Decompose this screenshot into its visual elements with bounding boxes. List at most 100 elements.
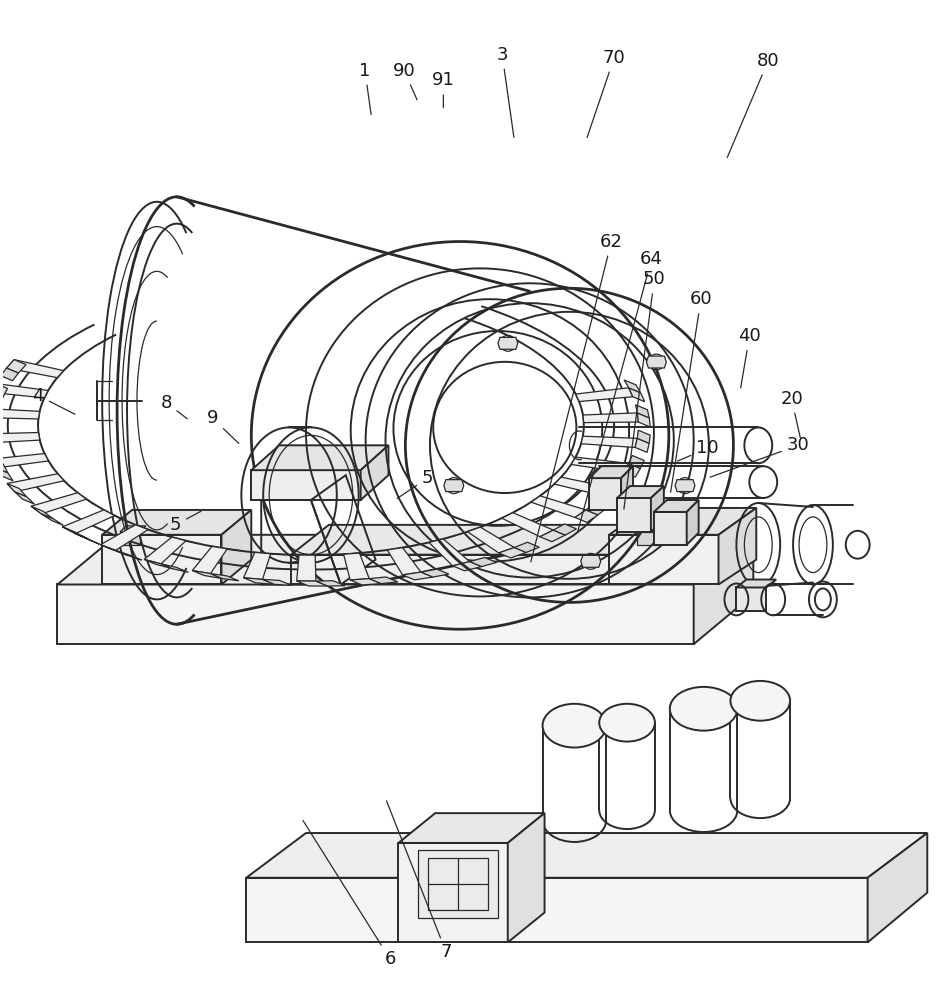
- Text: 5: 5: [170, 511, 201, 534]
- Text: 40: 40: [738, 327, 761, 388]
- Polygon shape: [651, 486, 664, 532]
- Text: 64: 64: [577, 250, 663, 532]
- Polygon shape: [0, 408, 39, 419]
- Polygon shape: [635, 438, 649, 452]
- Polygon shape: [637, 526, 663, 532]
- Polygon shape: [581, 436, 638, 447]
- Polygon shape: [868, 833, 928, 942]
- Polygon shape: [144, 559, 173, 569]
- Polygon shape: [624, 380, 640, 393]
- Polygon shape: [350, 579, 381, 585]
- Polygon shape: [0, 433, 39, 443]
- Text: 8: 8: [161, 394, 187, 419]
- Polygon shape: [515, 542, 539, 552]
- Polygon shape: [621, 466, 633, 510]
- Polygon shape: [75, 534, 100, 544]
- Polygon shape: [617, 486, 664, 498]
- Polygon shape: [120, 526, 146, 532]
- Polygon shape: [718, 508, 756, 584]
- Text: 80: 80: [728, 52, 779, 157]
- Polygon shape: [675, 480, 695, 492]
- Polygon shape: [243, 578, 274, 584]
- Polygon shape: [418, 850, 498, 918]
- Polygon shape: [210, 574, 239, 581]
- Polygon shape: [222, 510, 252, 584]
- Polygon shape: [659, 525, 697, 584]
- Ellipse shape: [543, 704, 607, 748]
- Polygon shape: [553, 524, 577, 535]
- Polygon shape: [736, 587, 766, 611]
- Polygon shape: [243, 552, 270, 579]
- Polygon shape: [369, 577, 398, 584]
- Polygon shape: [102, 510, 252, 535]
- Polygon shape: [0, 392, 3, 405]
- Text: 70: 70: [587, 49, 625, 138]
- Polygon shape: [344, 553, 369, 580]
- Polygon shape: [115, 550, 142, 560]
- Polygon shape: [444, 480, 464, 492]
- Polygon shape: [646, 356, 667, 368]
- Text: 5: 5: [397, 469, 433, 498]
- Polygon shape: [100, 545, 128, 555]
- Polygon shape: [252, 445, 389, 470]
- Polygon shape: [398, 813, 545, 843]
- Polygon shape: [297, 581, 328, 586]
- Text: 6: 6: [303, 820, 396, 968]
- Polygon shape: [15, 492, 35, 504]
- Text: 50: 50: [623, 270, 666, 509]
- Polygon shape: [161, 564, 189, 572]
- Polygon shape: [590, 466, 633, 478]
- Text: 60: 60: [670, 290, 713, 492]
- Polygon shape: [31, 493, 86, 514]
- Polygon shape: [554, 477, 611, 496]
- Polygon shape: [31, 506, 54, 519]
- Polygon shape: [468, 527, 515, 553]
- Polygon shape: [540, 530, 565, 542]
- Polygon shape: [623, 463, 640, 477]
- Polygon shape: [291, 555, 659, 584]
- Polygon shape: [629, 388, 645, 402]
- Polygon shape: [531, 496, 586, 517]
- Polygon shape: [0, 454, 49, 468]
- Polygon shape: [8, 483, 26, 497]
- Polygon shape: [0, 459, 8, 473]
- Polygon shape: [361, 445, 389, 500]
- Polygon shape: [398, 843, 508, 942]
- Polygon shape: [636, 405, 649, 418]
- Polygon shape: [501, 513, 553, 537]
- Polygon shape: [498, 337, 517, 349]
- Polygon shape: [252, 470, 361, 500]
- Polygon shape: [387, 548, 421, 575]
- Polygon shape: [246, 878, 868, 942]
- Text: 3: 3: [497, 46, 514, 137]
- Polygon shape: [403, 572, 433, 580]
- Polygon shape: [0, 384, 48, 398]
- Text: 20: 20: [780, 390, 803, 438]
- Polygon shape: [637, 532, 657, 545]
- Text: 7: 7: [387, 801, 452, 961]
- Text: 30: 30: [710, 436, 809, 477]
- Polygon shape: [246, 833, 928, 878]
- Polygon shape: [102, 535, 222, 584]
- Ellipse shape: [599, 704, 654, 742]
- Polygon shape: [421, 569, 449, 577]
- Polygon shape: [263, 579, 291, 585]
- Polygon shape: [57, 535, 753, 584]
- Polygon shape: [0, 384, 8, 397]
- Polygon shape: [429, 539, 470, 566]
- Polygon shape: [571, 457, 628, 472]
- Polygon shape: [316, 581, 345, 586]
- Polygon shape: [609, 535, 718, 584]
- Text: 1: 1: [360, 62, 371, 115]
- Ellipse shape: [670, 687, 737, 731]
- Polygon shape: [499, 547, 526, 558]
- Polygon shape: [654, 512, 686, 545]
- Polygon shape: [576, 388, 633, 402]
- Polygon shape: [8, 474, 64, 492]
- Ellipse shape: [731, 681, 790, 721]
- Polygon shape: [192, 571, 223, 579]
- Polygon shape: [583, 413, 639, 423]
- Polygon shape: [297, 555, 316, 581]
- Polygon shape: [611, 480, 629, 492]
- Polygon shape: [586, 503, 607, 515]
